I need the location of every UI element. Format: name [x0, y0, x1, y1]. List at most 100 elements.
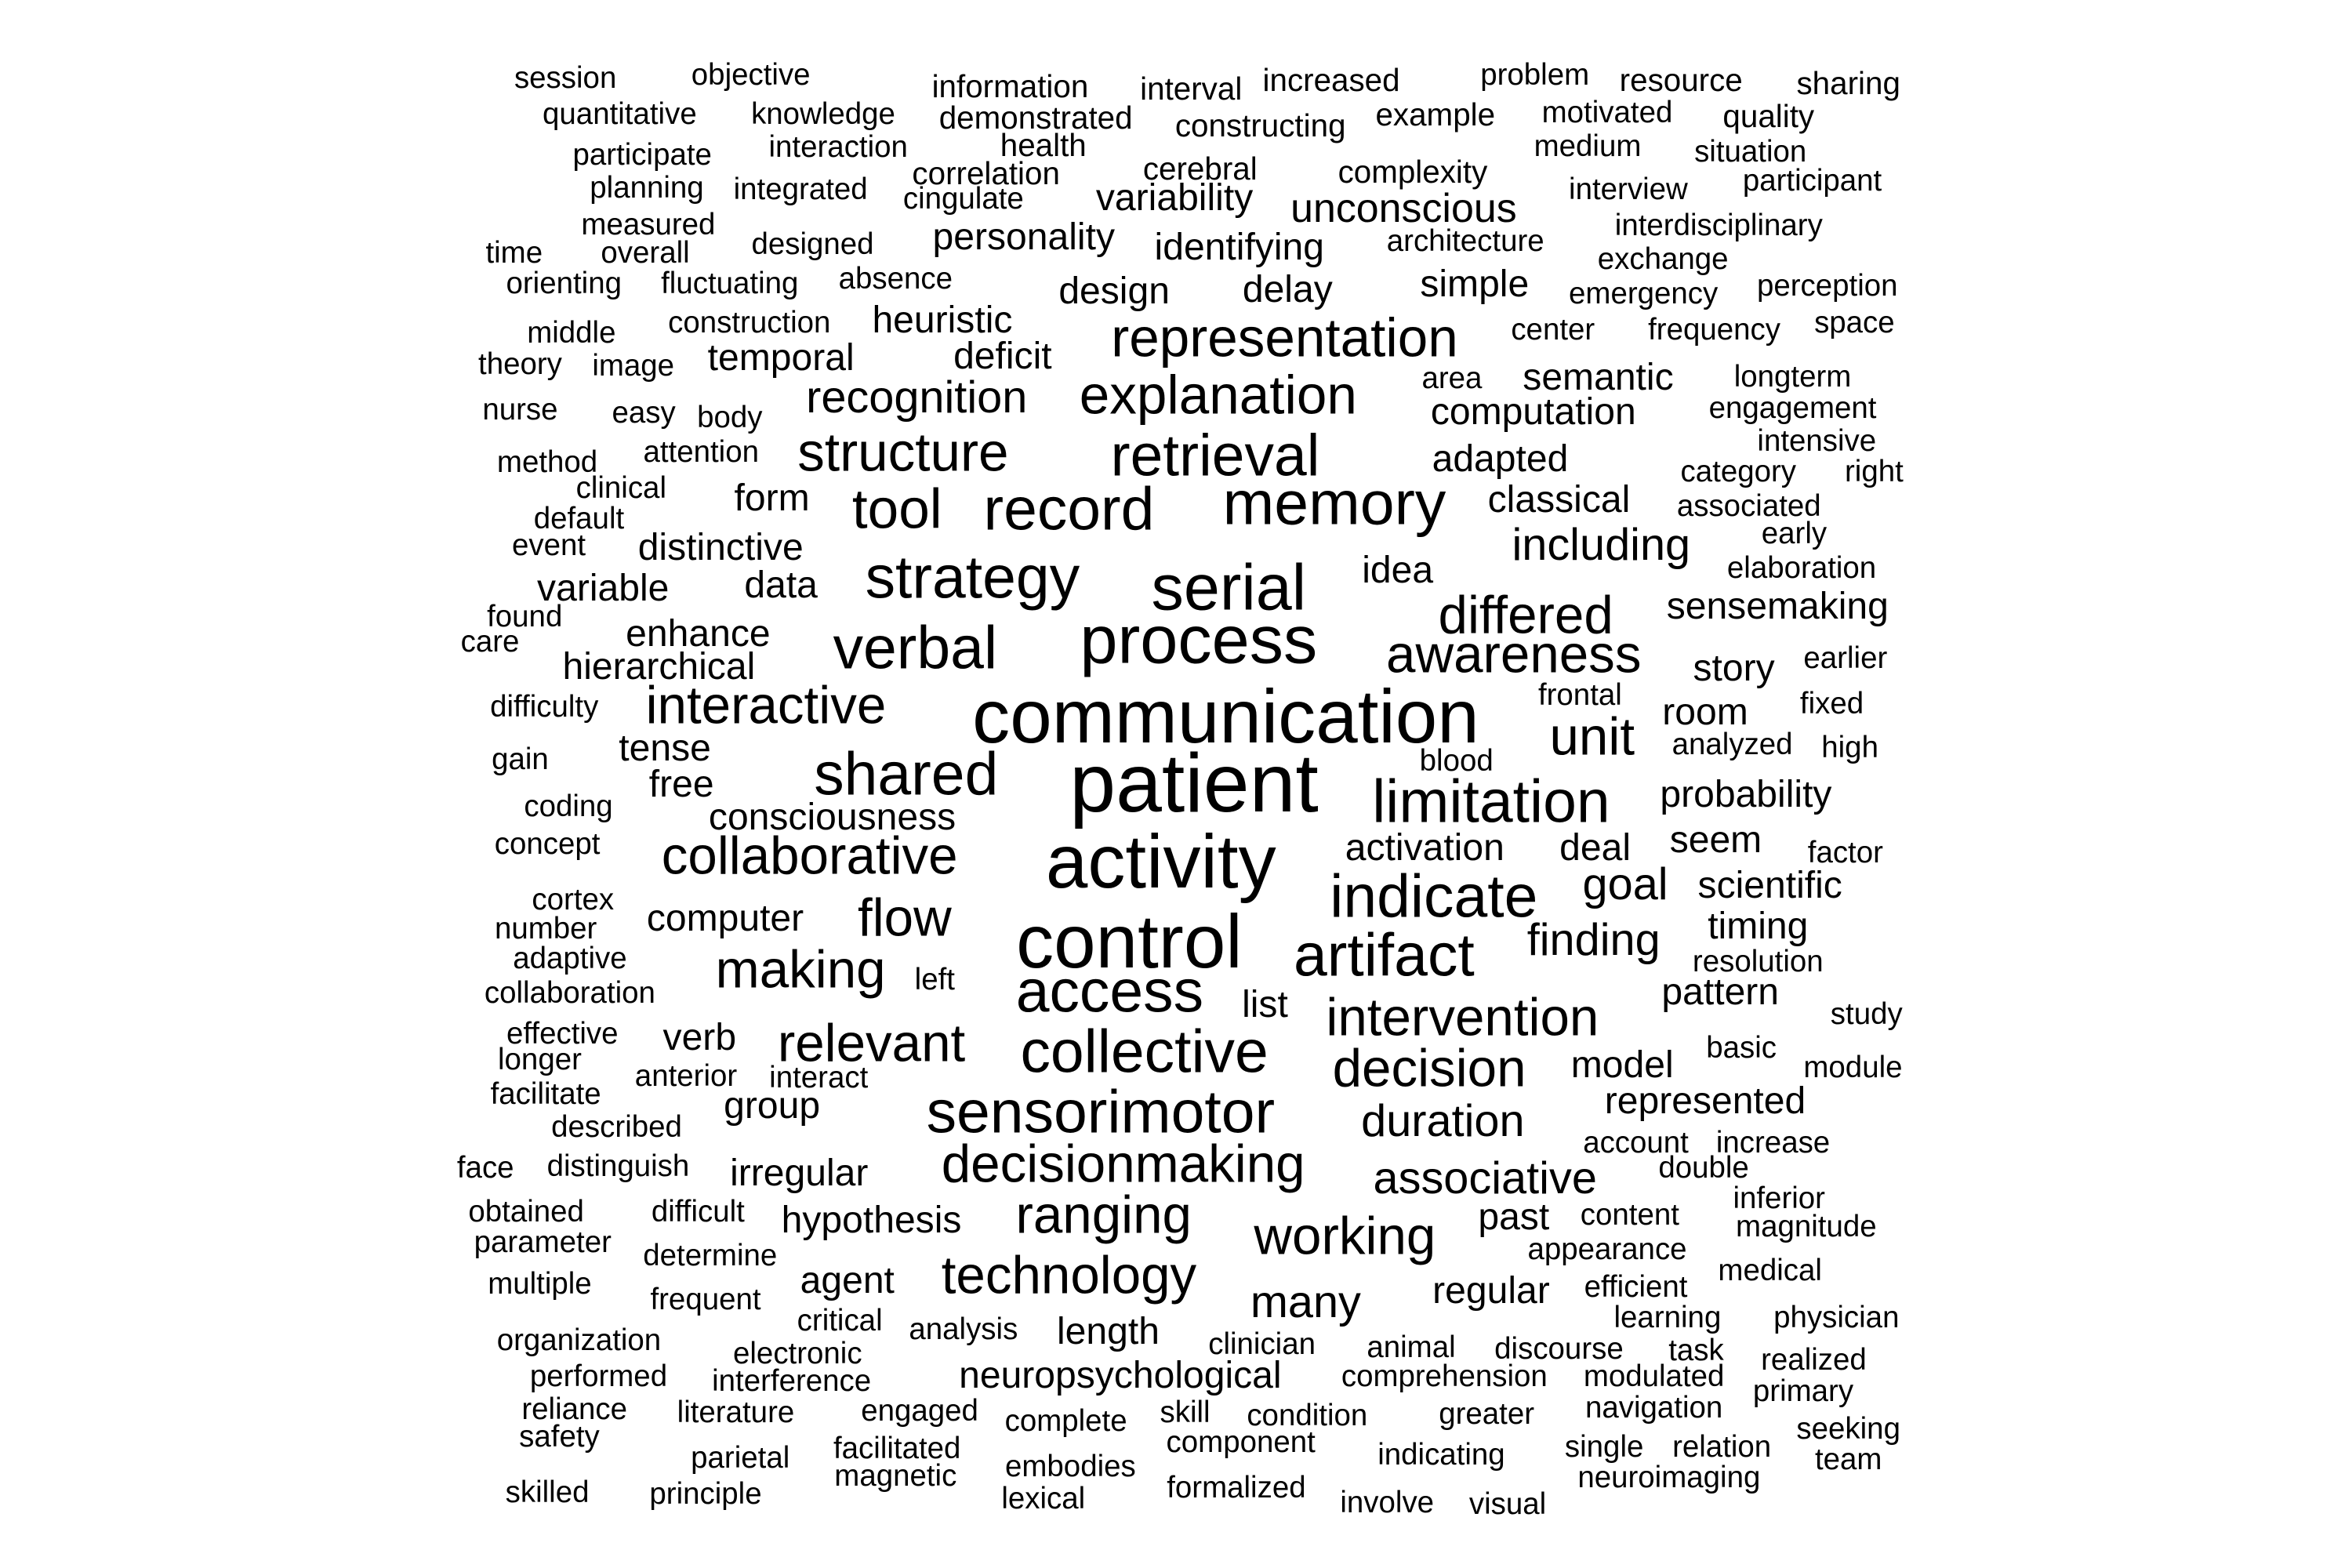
word-increase: increase — [1715, 1125, 1831, 1160]
word-interaction: interaction — [768, 130, 908, 165]
word-skilled: skilled — [505, 1475, 590, 1509]
word-deal: deal — [1559, 826, 1632, 869]
word-concept: concept — [494, 826, 601, 861]
word-intervention: intervention — [1326, 988, 1599, 1047]
word-representation: representation — [1111, 307, 1458, 368]
word-hypothesis: hypothesis — [781, 1198, 962, 1241]
word-session: session — [514, 60, 617, 95]
word-pattern: pattern — [1661, 971, 1780, 1014]
word-temporal: temporal — [707, 336, 855, 379]
word-list: list — [1242, 982, 1288, 1025]
word-component: component — [1166, 1425, 1316, 1460]
word-relation: relation — [1672, 1429, 1772, 1464]
word-distinctive: distinctive — [637, 526, 804, 569]
word-lexical: lexical — [1001, 1481, 1086, 1515]
word-decisionmaking: decisionmaking — [941, 1134, 1305, 1193]
word-story: story — [1693, 646, 1775, 689]
word-earlier: earlier — [1803, 641, 1888, 676]
word-overall: overall — [601, 235, 690, 270]
word-data: data — [744, 564, 818, 607]
word-default: default — [533, 501, 625, 535]
word-strategy: strategy — [865, 543, 1080, 612]
word-visual: visual — [1468, 1486, 1547, 1521]
word-team: team — [1814, 1442, 1882, 1476]
word-group: group — [724, 1083, 821, 1127]
word-decision: decision — [1332, 1039, 1526, 1098]
word-formalized: formalized — [1167, 1470, 1306, 1504]
word-involve: involve — [1340, 1486, 1435, 1520]
word-face: face — [456, 1151, 514, 1185]
word-cingulate: cingulate — [902, 181, 1024, 216]
word-constructing: constructing — [1174, 107, 1346, 143]
word-process: process — [1080, 603, 1318, 679]
word-engaged: engaged — [861, 1393, 978, 1428]
word-primary: primary — [1752, 1374, 1854, 1408]
word-identifying: identifying — [1154, 226, 1324, 269]
word-study: study — [1830, 996, 1903, 1031]
word-image: image — [592, 349, 675, 383]
word-emergency: emergency — [1569, 276, 1719, 310]
word-patient: patient — [1069, 737, 1319, 830]
word-communication: communication — [972, 675, 1479, 760]
word-frequent: frequent — [650, 1282, 761, 1316]
word-condition: condition — [1247, 1398, 1368, 1432]
word-engagement: engagement — [1708, 390, 1877, 425]
word-safety: safety — [519, 1419, 600, 1454]
word-comprehension: comprehension — [1341, 1359, 1548, 1393]
word-indicate: indicate — [1330, 862, 1538, 931]
word-enhance: enhance — [626, 612, 771, 655]
word-planning: planning — [590, 171, 704, 205]
word-correlation: correlation — [912, 154, 1060, 191]
word-orienting: orienting — [506, 266, 622, 300]
word-variability: variability — [1095, 176, 1254, 219]
word-interval: interval — [1140, 71, 1243, 107]
word-greater: greater — [1439, 1396, 1535, 1431]
word-quantitative: quantitative — [543, 96, 697, 131]
word-difficulty: difficulty — [490, 689, 599, 724]
word-category: category — [1680, 454, 1797, 488]
word-heuristic: heuristic — [872, 298, 1013, 341]
word-retrieval: retrieval — [1110, 422, 1320, 488]
word-model: model — [1570, 1043, 1674, 1086]
word-principle: principle — [649, 1476, 762, 1511]
word-working: working — [1254, 1207, 1436, 1266]
word-hierarchical: hierarchical — [562, 644, 756, 688]
word-learning: learning — [1613, 1300, 1722, 1334]
word-physician: physician — [1773, 1300, 1900, 1334]
word-facilitate: facilitate — [490, 1076, 601, 1111]
word-efficient: efficient — [1584, 1270, 1688, 1305]
word-obtained: obtained — [468, 1194, 584, 1229]
word-longer: longer — [498, 1042, 582, 1076]
word-care: care — [460, 624, 520, 659]
word-motivated: motivated — [1541, 95, 1673, 129]
word-differed: differed — [1438, 585, 1613, 644]
word-delay: delay — [1242, 268, 1333, 311]
word-information: information — [931, 67, 1089, 104]
word-finding: finding — [1526, 915, 1661, 966]
word-embodies: embodies — [1005, 1449, 1136, 1483]
word-access: access — [1015, 957, 1204, 1025]
word-gain: gain — [492, 742, 549, 776]
word-serial: serial — [1151, 550, 1307, 624]
word-recognition: recognition — [806, 372, 1028, 423]
word-determine: determine — [643, 1238, 778, 1272]
word-indicating: indicating — [1377, 1437, 1505, 1472]
word-account: account — [1583, 1125, 1689, 1160]
word-left: left — [914, 962, 955, 996]
word-clinician: clinician — [1208, 1327, 1316, 1362]
word-frequency: frequency — [1648, 312, 1780, 347]
word-deficit: deficit — [953, 334, 1052, 377]
word-magnitude: magnitude — [1736, 1210, 1877, 1244]
word-realized: realized — [1761, 1342, 1867, 1377]
word-activation: activation — [1345, 826, 1504, 869]
word-critical: critical — [797, 1303, 883, 1338]
word-inferior: inferior — [1733, 1181, 1825, 1215]
word-computer: computer — [646, 897, 804, 940]
word-unit: unit — [1549, 707, 1635, 767]
word-unconscious: unconscious — [1290, 186, 1517, 232]
word-variable: variable — [537, 566, 670, 609]
word-neuropsychological: neuropsychological — [959, 1353, 1282, 1396]
word-module: module — [1803, 1050, 1903, 1084]
word-facilitated: facilitated — [833, 1431, 961, 1465]
word-associated: associated — [1676, 488, 1821, 523]
